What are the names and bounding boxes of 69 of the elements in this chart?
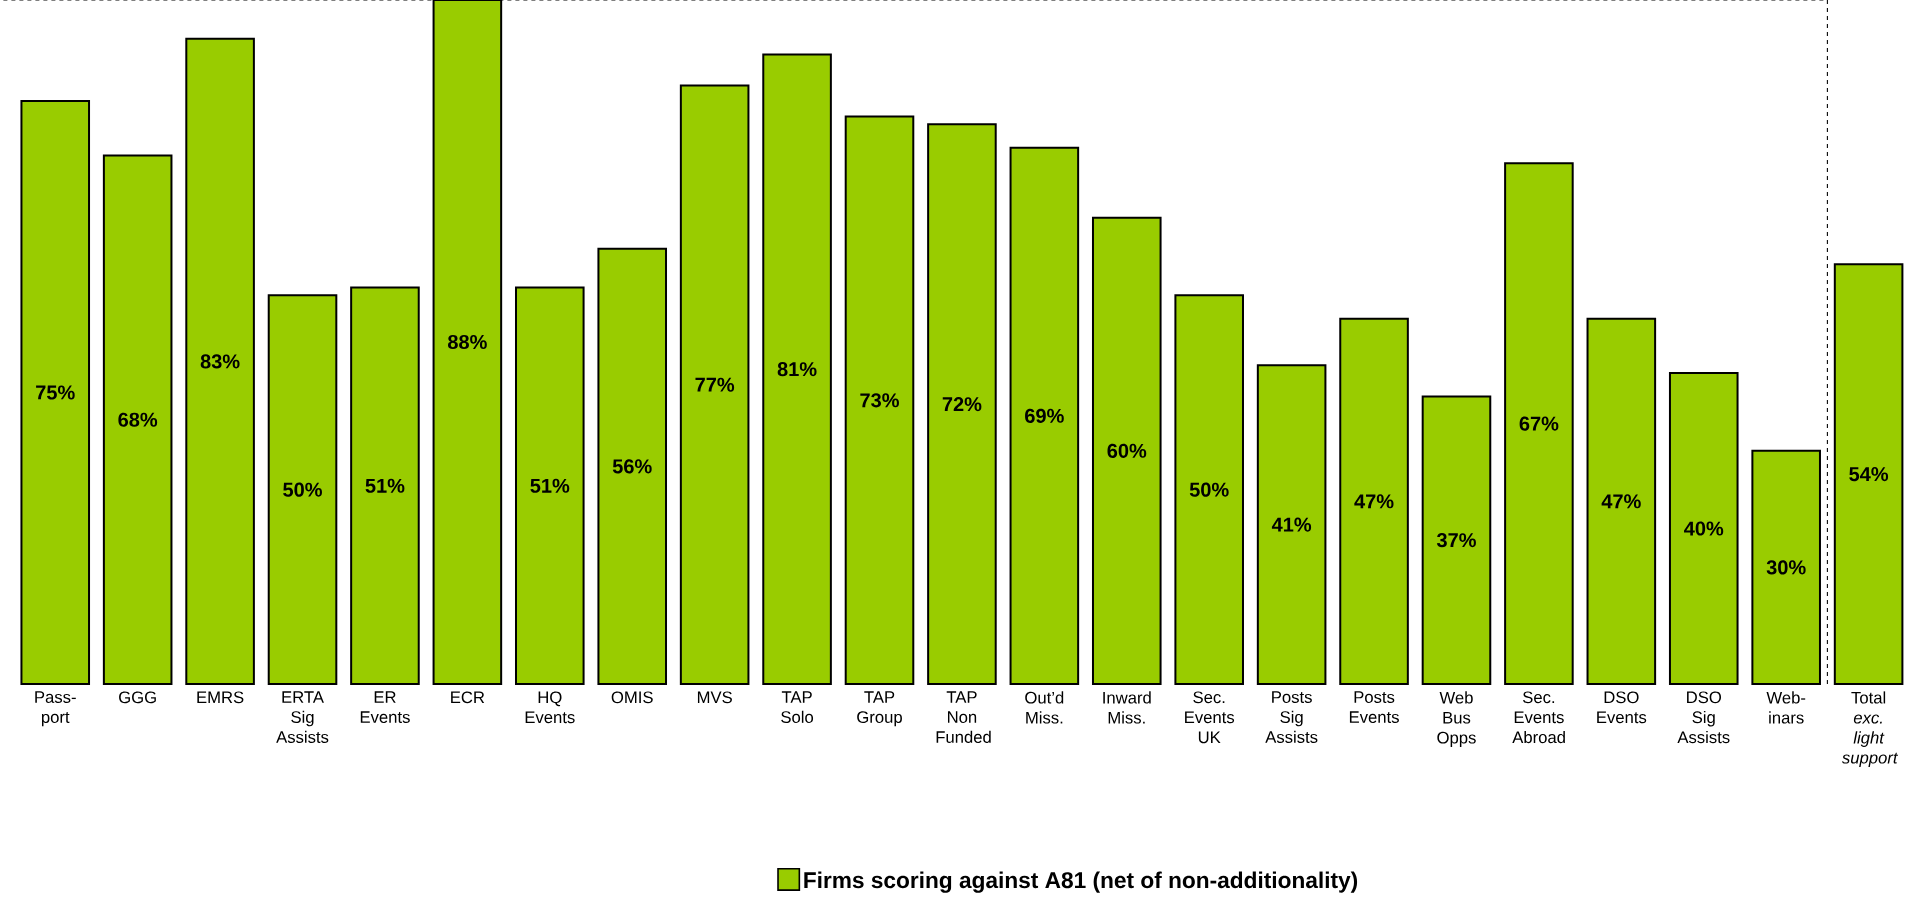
bar (1091, 216, 1162, 685)
data-label: 83% (200, 354, 240, 369)
data-label: 41% (1271, 517, 1312, 532)
x-tick-label: OMIS (611, 691, 653, 704)
bar (597, 247, 668, 685)
x-tick-label: TAP Group (857, 691, 902, 727)
data-label: 50% (1189, 482, 1229, 497)
bar (1504, 162, 1574, 685)
bar (515, 286, 585, 685)
bar (1668, 372, 1739, 685)
data-label: 51% (365, 478, 405, 493)
x-tick-label: ERTA Sig Assists (276, 691, 329, 743)
bar (1833, 263, 1904, 685)
data-label: 56% (612, 459, 652, 474)
bar (1421, 395, 1492, 685)
data-label: 68% (118, 412, 158, 427)
x-tick-label: DSO Events (1597, 691, 1647, 724)
x-tick-label: GGG (119, 691, 156, 704)
bar (844, 115, 915, 685)
bar (762, 53, 832, 685)
x-tick-label: TAP Non Funded (936, 691, 991, 743)
x-tick-label: Total exc. light support (1841, 691, 1899, 767)
data-label: 40% (1684, 521, 1724, 536)
x-tick-label: Posts Sig Assists (1265, 691, 1318, 743)
x-tick-label: HQ Events (525, 691, 575, 724)
x-tick-label: EMRS (197, 691, 244, 704)
x-tick-label: DSO Sig Assists (1677, 691, 1730, 744)
x-tick-label: Out’d Miss. (1025, 691, 1064, 724)
data-label: 54% (1849, 467, 1889, 482)
data-label: 88% (447, 334, 487, 350)
data-label: 81% (777, 362, 817, 377)
bar (679, 84, 750, 685)
data-label: 47% (1601, 494, 1641, 509)
bar (1174, 294, 1244, 685)
x-tick-label: Sec. Events Abroad (1512, 691, 1565, 744)
x-tick-label: Pass-port (35, 691, 76, 727)
x-tick-label: Web-inars (1766, 691, 1806, 724)
bar (1751, 449, 1821, 685)
x-tick-label: Posts Events (1349, 691, 1399, 723)
x-tick-label: Web Bus Opps (1437, 691, 1476, 747)
data-label: 37% (1436, 533, 1476, 548)
data-label: 72% (942, 397, 982, 412)
data-label: 51% (530, 478, 570, 493)
bar (1586, 317, 1657, 685)
x-tick-label: ECR (451, 691, 485, 704)
bar (102, 154, 173, 685)
x-tick-label: MVS (697, 691, 732, 704)
legend-label: Firms scoring against A81 (net of non-additionality) (804, 871, 1358, 893)
data-label: 69% (1025, 408, 1064, 423)
bar (185, 37, 255, 685)
bar (1256, 364, 1327, 685)
bar (350, 286, 420, 685)
bar (267, 294, 338, 685)
bar (1009, 146, 1080, 685)
x-tick-label: Sec. Events UK (1185, 691, 1235, 744)
x-tick-label: Inward Miss. (1103, 691, 1151, 724)
x-tick-label: ER Events (360, 691, 410, 723)
data-label: 47% (1354, 494, 1394, 509)
data-label: 50% (283, 482, 322, 497)
bar (1339, 317, 1409, 685)
x-tick-label: TAP Solo (781, 691, 814, 723)
data-label: 67% (1519, 416, 1559, 431)
data-label: 30% (1766, 560, 1806, 575)
data-label: 60% (1107, 443, 1147, 458)
data-label: 77% (695, 377, 735, 392)
data-label: 75% (36, 385, 75, 400)
bar (927, 123, 997, 685)
bar (20, 100, 91, 685)
data-label: 73% (860, 393, 899, 408)
